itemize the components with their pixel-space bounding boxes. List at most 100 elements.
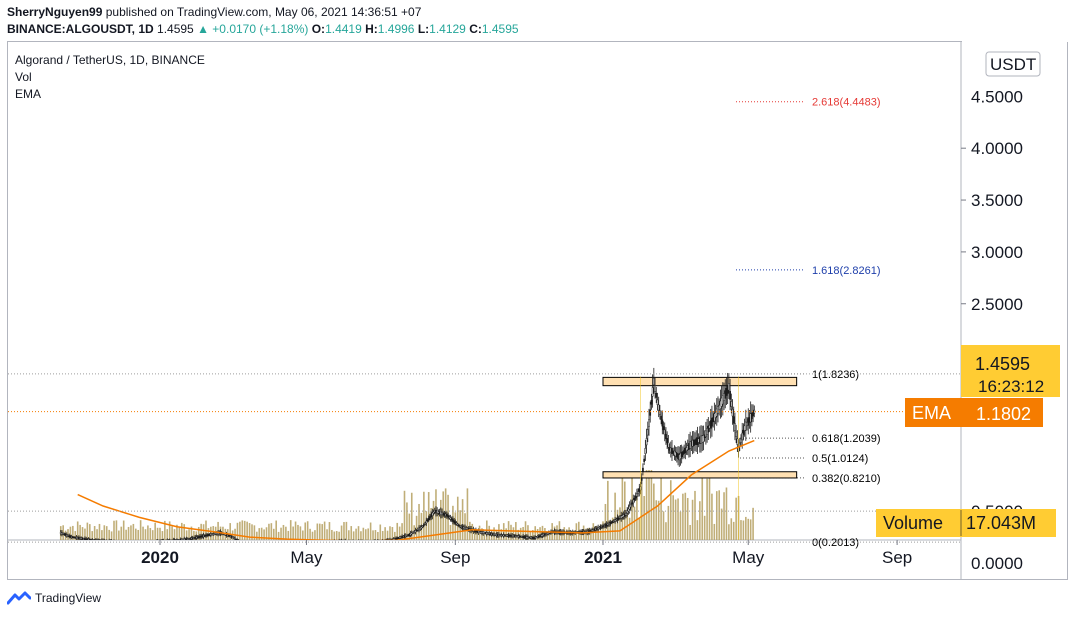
candle-body (640, 477, 643, 481)
volume-bar (333, 531, 336, 540)
currency-box[interactable] (985, 51, 1041, 77)
volume-bar (110, 531, 113, 540)
volume-bar (498, 524, 500, 540)
candle-body (309, 542, 310, 543)
zone-resistance[interactable] (602, 376, 798, 387)
price-tag[interactable] (961, 345, 1060, 397)
volume-bar (715, 491, 718, 540)
volume-bar (251, 524, 253, 540)
fib-label: 0.382(0.8210) (812, 473, 881, 485)
volume-bar (546, 531, 549, 540)
volume-bar (713, 523, 716, 540)
candle-body (663, 429, 666, 436)
candle-body (111, 541, 112, 542)
price-tag-countdown: 16:23:12 (978, 377, 1044, 396)
volume-bar (626, 509, 629, 540)
volume-bar (355, 528, 357, 540)
volume-bar (740, 520, 742, 540)
volume-bar (684, 492, 687, 540)
candle-body (240, 542, 241, 543)
volume-bar (156, 527, 159, 540)
volume-bar (272, 528, 275, 540)
volume-bar (256, 531, 258, 540)
candle-body (139, 542, 140, 543)
fib-label: 1(1.8236) (812, 369, 859, 381)
candle-body (129, 543, 130, 544)
volume-bar (609, 520, 612, 540)
candle-body (242, 543, 243, 544)
volume-bar (282, 524, 285, 540)
candle-body (717, 406, 719, 414)
tradingview-footer[interactable]: TradingView (7, 591, 101, 605)
candle-body (248, 546, 249, 547)
volume-bar (747, 518, 750, 540)
volume-bar (614, 492, 616, 540)
chart-frame[interactable] (7, 41, 1068, 580)
candle-body (421, 525, 424, 528)
volume-bar (352, 531, 355, 540)
volume-bar (473, 529, 476, 540)
candle-body (266, 545, 267, 546)
candle-body (741, 432, 744, 441)
candle-body (638, 488, 641, 493)
volume-bar (115, 520, 118, 540)
volume-bar (125, 529, 127, 540)
candle-body (354, 541, 355, 542)
candle-body (128, 543, 129, 544)
zone-support[interactable] (602, 471, 798, 479)
candle-body (449, 517, 452, 520)
axis-mask-top (962, 0, 1072, 42)
published-text: published on TradingView.com, May 06, 20… (105, 5, 422, 19)
currency-label: USDT (990, 55, 1036, 74)
candle-body (293, 543, 294, 544)
volume-bar (357, 526, 360, 540)
volume-bar (137, 529, 140, 540)
candle-body (251, 546, 252, 547)
volume-bar (369, 522, 372, 540)
volume-bar (377, 531, 379, 540)
legend-ema[interactable]: EMA (15, 87, 42, 101)
candle-body (633, 497, 636, 501)
candle-body (645, 438, 648, 446)
candle-body (104, 540, 105, 541)
candle-body (360, 541, 361, 542)
candle-body (250, 546, 251, 547)
volume-bar (725, 487, 728, 540)
candle-body (94, 539, 97, 540)
candle-body (105, 540, 106, 541)
fib-label: 1.618(2.8261) (812, 265, 881, 277)
candle-body (177, 539, 180, 540)
candle-body (133, 542, 134, 543)
candle-body (366, 542, 367, 543)
candle-body (145, 542, 146, 543)
ema-line[interactable] (77, 439, 755, 542)
volume-bar (91, 531, 94, 540)
volume-bar (672, 495, 675, 540)
author-name[interactable]: SherryNguyen99 (7, 5, 103, 19)
legend-vol[interactable]: Vol (15, 70, 32, 84)
candle-body (651, 387, 654, 397)
candle-body (659, 410, 661, 415)
candle-body (295, 543, 296, 544)
candle-body (707, 425, 710, 433)
volume-bar (314, 530, 316, 540)
volume-bar (621, 474, 624, 540)
volume-bar (529, 530, 532, 540)
volume-bar (236, 522, 239, 540)
candle-body (174, 539, 177, 540)
volume-bar (190, 526, 193, 540)
candle-body (661, 419, 664, 427)
volume-bar (335, 531, 338, 540)
volume-bar (708, 478, 711, 540)
candle-body (289, 543, 290, 544)
volume-bar (302, 530, 304, 540)
candle-body (109, 541, 110, 542)
candle-body (268, 545, 269, 546)
volume-bar (527, 525, 529, 540)
candle-body (285, 543, 286, 544)
volume-bar (602, 521, 604, 540)
volume-tag[interactable] (876, 509, 1056, 537)
volume-bar (720, 508, 723, 540)
candle-body (90, 539, 92, 540)
